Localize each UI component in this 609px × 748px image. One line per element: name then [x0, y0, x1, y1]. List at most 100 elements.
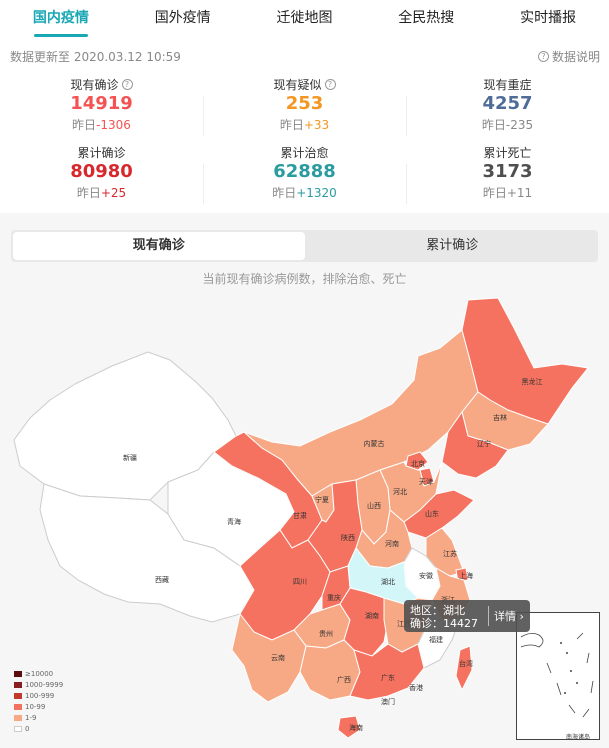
tab-overseas[interactable]: 国外疫情: [154, 10, 211, 26]
delta-prefix: 昨日: [72, 118, 97, 132]
stat-value: 3173: [482, 161, 533, 182]
province-yunnan[interactable]: [231, 612, 307, 703]
label-liaoning: 辽宁: [477, 439, 491, 448]
stat-delta: 昨日-1306: [0, 116, 203, 132]
label-tianjin: 天津: [419, 478, 433, 486]
label-hebei: 河北: [393, 488, 407, 496]
data-help-label: 数据说明: [551, 50, 600, 64]
legend-item: 10-99: [14, 701, 63, 712]
legend-swatch: [14, 670, 22, 677]
province-shandong[interactable]: [403, 489, 475, 539]
data-help-link[interactable]: ? 数据说明: [537, 48, 600, 65]
stat-value: 4257: [482, 93, 533, 114]
label-qinghai: 青海: [227, 517, 241, 526]
legend-label: 1000-9999: [25, 680, 64, 689]
tooltip-confirmed: 确诊：14427: [410, 617, 478, 630]
label-fujian: 福建: [429, 635, 443, 644]
stat-label: 累计死亡: [483, 145, 532, 160]
tooltip-divider: [488, 606, 489, 626]
divider: [406, 164, 407, 204]
province-taiwan[interactable]: [455, 645, 473, 692]
label-hainan: 海南: [349, 723, 363, 732]
tab-live-news[interactable]: 实时播报: [520, 10, 577, 26]
top-tabs: 国内疫情 国外疫情 迁徙地图 全民热搜 实时播报: [0, 0, 609, 38]
province-guangxi[interactable]: [299, 639, 361, 701]
stat-current-confirmed: 现有确诊? 14919 昨日-1306: [0, 76, 203, 133]
china-map: 新疆 西藏 青海 甘肃 内蒙古 黑龙江 吉林 辽宁 北京 天津 河北 山西 山东…: [13, 297, 589, 739]
stat-delta: 昨日-235: [406, 116, 609, 132]
question-icon[interactable]: ?: [121, 78, 133, 90]
label-xinjiang: 新疆: [123, 453, 137, 462]
label-shanxi: 山西: [367, 501, 381, 510]
stat-value: 14919: [70, 93, 133, 114]
stat-value: 62888: [273, 161, 336, 182]
label-ningxia: 宁夏: [315, 495, 329, 504]
legend-swatch: [14, 681, 22, 688]
label-zhejiang: 浙江: [441, 595, 455, 604]
map-tooltip: 地区：湖北 确诊：14427 详情 ›: [404, 600, 530, 632]
delta-prefix: 昨日: [481, 118, 506, 132]
label-sichuan: 四川: [293, 578, 307, 586]
tooltip-region: 地区：湖北: [410, 604, 465, 617]
label-xizang: 西藏: [155, 575, 169, 584]
map-caption: 当前现有确诊病例数，排除治愈、死亡: [202, 272, 407, 286]
delta-prefix: 昨日: [482, 186, 507, 200]
stat-delta: 昨日+33: [203, 116, 406, 132]
label-yunnan: 云南: [271, 653, 285, 662]
stat-delta: 昨日+11: [406, 184, 609, 200]
province-hainan[interactable]: [337, 715, 361, 739]
label-shandong: 山东: [425, 509, 439, 518]
confirmed-toggle: 现有确诊 累计确诊: [11, 230, 598, 262]
label-gansu: 甘肃: [293, 511, 307, 520]
legend-item: 1000-9999: [14, 679, 63, 690]
update-bar: 数据更新至 2020.03.12 10:59 ? 数据说明: [10, 48, 600, 66]
legend-swatch: [14, 714, 22, 721]
label-taiwan: 台湾: [459, 659, 473, 668]
label-hunan: 湖南: [365, 611, 379, 620]
delta-value: -235: [505, 118, 534, 132]
legend-item: 100-999: [14, 690, 63, 701]
delta-value: -1306: [96, 118, 131, 132]
south-china-sea-inset: [516, 612, 600, 740]
stat-delta: 昨日+1320: [203, 184, 406, 200]
inset-label: 南海诸岛: [566, 734, 591, 741]
legend-label: 10-99: [25, 702, 46, 711]
label-jiangsu: 江苏: [443, 549, 457, 558]
legend-label: 0: [25, 724, 30, 733]
tooltip-detail-button[interactable]: 详情 ›: [494, 610, 524, 623]
label-guangxi: 广西: [337, 675, 351, 684]
tab-hot-search[interactable]: 全民热搜: [398, 10, 455, 26]
map-legend: ≥10000 1000-9999 100-999 10-99 1-9 0: [14, 668, 63, 734]
label-chongqing: 重庆: [327, 593, 341, 602]
stat-total-confirmed: 累计确诊 80980 昨日+25: [0, 144, 203, 201]
stat-label: 现有重症: [483, 77, 532, 92]
legend-label: ≥10000: [25, 669, 54, 678]
update-time: 数据更新至 2020.03.12 10:59: [10, 50, 181, 64]
legend-item: ≥10000: [14, 668, 63, 679]
divider: [406, 96, 407, 136]
inset-map: [520, 632, 594, 718]
label-guangdong: 广东: [381, 673, 395, 682]
toggle-total-confirmed[interactable]: 累计确诊: [426, 238, 479, 253]
label-jilin: 吉林: [493, 413, 507, 422]
toggle-current-confirmed[interactable]: 现有确诊: [13, 232, 305, 260]
stat-current-suspected: 现有疑似? 253 昨日+33: [203, 76, 406, 132]
stat-label: 累计治愈: [280, 145, 329, 160]
stat-value: 80980: [70, 161, 133, 182]
legend-label: 100-999: [25, 691, 55, 700]
delta-prefix: 昨日: [279, 118, 304, 132]
tab-migration-map[interactable]: 迁徙地图: [276, 10, 333, 26]
question-icon[interactable]: ?: [324, 78, 336, 90]
label-hubei: 湖北: [381, 577, 395, 586]
stat-current-severe: 现有重症 4257 昨日-235: [406, 76, 609, 133]
label-heilongjiang: 黑龙江: [522, 377, 543, 386]
delta-value: +33: [303, 118, 330, 132]
province-guangdong[interactable]: [349, 643, 425, 701]
tab-domestic[interactable]: 国内疫情: [0, 0, 122, 38]
province-liaoning[interactable]: [441, 410, 509, 479]
legend-item: 1-9: [14, 712, 63, 723]
stat-label: 累计确诊: [77, 145, 126, 160]
province-beijing[interactable]: [405, 451, 429, 471]
province-xizang[interactable]: [39, 483, 255, 623]
delta-value: +1320: [296, 186, 337, 200]
